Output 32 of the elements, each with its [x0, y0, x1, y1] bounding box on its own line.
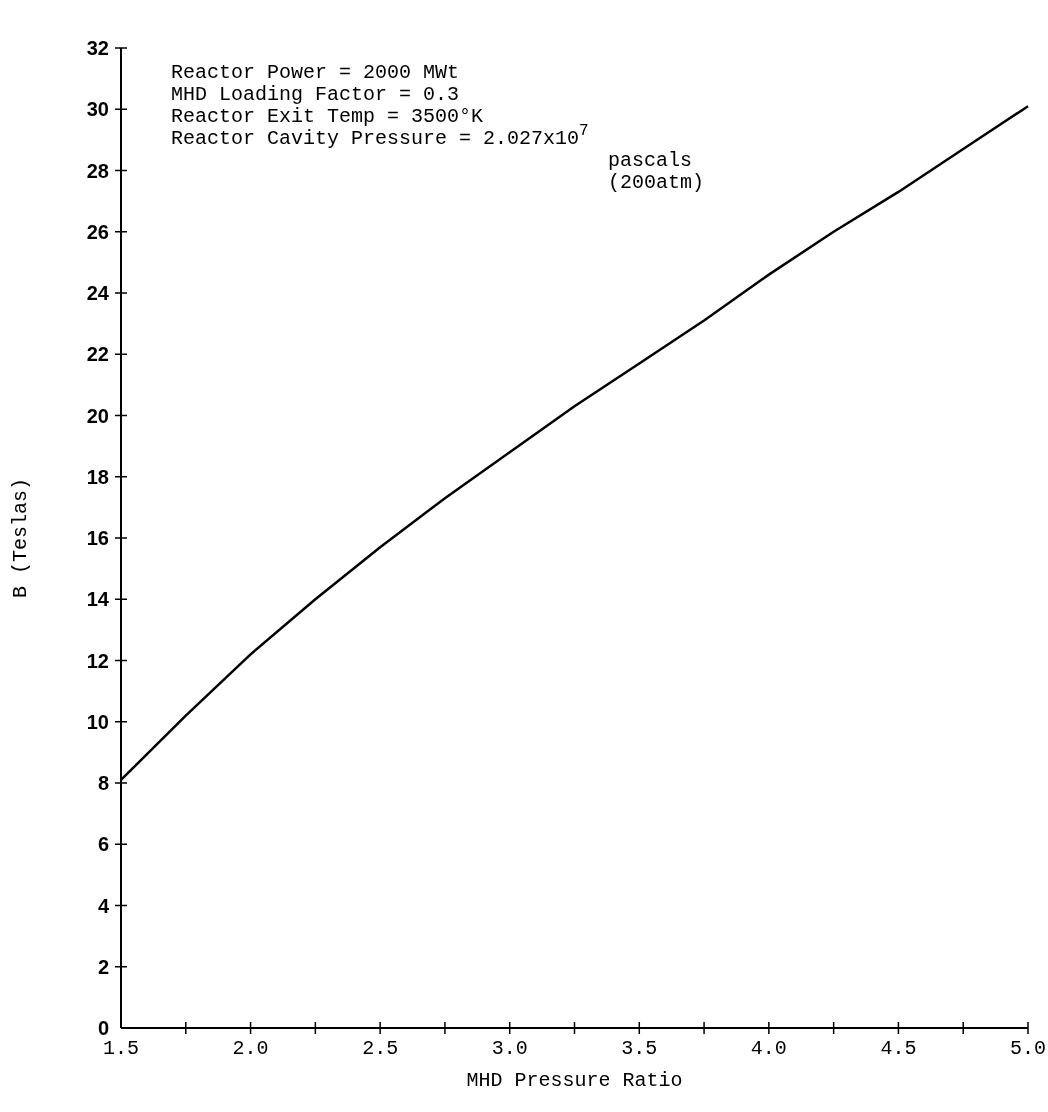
annotation: Reactor Exit Temp = 3500°K — [171, 105, 484, 128]
y-tick-label: 28 — [86, 159, 109, 182]
y-tick-label: 16 — [86, 527, 109, 549]
y-tick-label: 12 — [86, 649, 109, 672]
x-tick-label: 3.5 — [621, 1037, 658, 1060]
annotation: pascals — [608, 149, 693, 172]
y-tick-label: 30 — [86, 98, 109, 121]
y-tick-label: 22 — [86, 343, 109, 366]
x-tick-label: 1.5 — [102, 1037, 140, 1060]
y-tick-label: 24 — [86, 282, 110, 304]
x-tick-label: 5.0 — [1009, 1037, 1047, 1060]
y-tick-label: 14 — [86, 588, 110, 611]
y-tick-label: 32 — [86, 37, 109, 59]
x-tick-label: 4.5 — [880, 1037, 917, 1060]
y-tick-label: 0 — [97, 1017, 109, 1039]
y-tick-label: 2 — [97, 955, 109, 978]
annotation: Reactor Power = 2000 MWt — [171, 61, 460, 84]
y-tick-label: 4 — [97, 894, 110, 917]
annotation: MHD Loading Factor = 0.3 — [171, 83, 460, 106]
y-tick-label: 6 — [97, 833, 109, 856]
y-tick-label: 20 — [86, 404, 109, 427]
y-tick-label: 10 — [86, 710, 109, 733]
annotation: (200atm) — [608, 171, 705, 194]
y-tick-label: 8 — [97, 772, 109, 794]
x-tick-label: 3.0 — [491, 1037, 528, 1060]
y-tick-label: 26 — [86, 220, 109, 243]
x-tick-label: 2.5 — [362, 1037, 399, 1060]
y-tick-label: 18 — [86, 465, 109, 488]
y-axis-title: B (Teslas) — [9, 477, 32, 599]
x-tick-label: 4.0 — [750, 1037, 787, 1060]
x-tick-label: 2.0 — [232, 1037, 269, 1060]
x-axis-title: MHD Pressure Ratio — [466, 1069, 683, 1092]
